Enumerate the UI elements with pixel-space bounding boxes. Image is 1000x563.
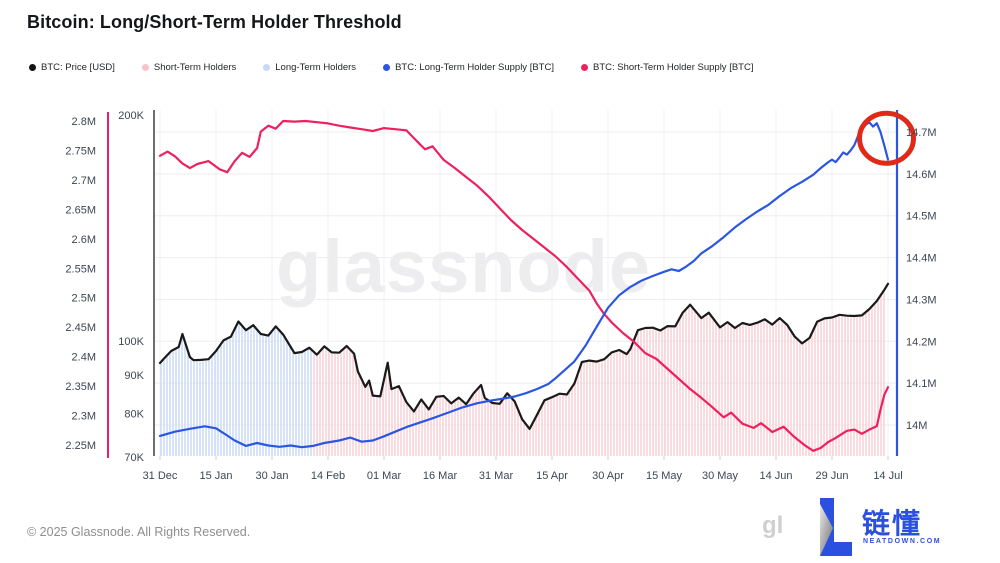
legend-dot <box>580 64 588 71</box>
partial-glassnode-logo-text: gl <box>762 512 784 539</box>
legend-item-label: BTC: Price [USD] <box>41 62 115 73</box>
axis-tick-label: 14 Feb <box>311 470 345 482</box>
series-line-2 <box>158 121 890 449</box>
legend-item-1[interactable]: Short-Term Holders <box>141 62 237 73</box>
axis-tick-label: 2.25M <box>65 440 96 452</box>
page-title: Bitcoin: Long/Short-Term Holder Threshol… <box>27 12 402 32</box>
axis-tick-label: 31 Dec <box>143 470 178 482</box>
axis-tick-label: 14.6M <box>906 169 937 181</box>
axis-tick-label: 30 Jan <box>255 470 288 482</box>
legend-dot <box>29 64 36 71</box>
axis-tick-label: 2.5M <box>72 293 96 305</box>
copyright-text: © 2025 Glassnode. All Rights Reserved. <box>27 525 251 539</box>
legend-item-3[interactable]: BTC: Long-Term Holder Supply [BTC] <box>383 62 554 73</box>
legend-item-0[interactable]: BTC: Price [USD] <box>29 62 115 73</box>
axis-tick-label: 15 May <box>646 470 683 482</box>
axis-tick-label: 2.8M <box>72 116 96 128</box>
axis-tick-label: 01 Mar <box>367 470 402 482</box>
axis-tick-label: 14.1M <box>906 378 937 390</box>
axis-tick-label: 31 Mar <box>479 470 514 482</box>
legend-item-label: BTC: Short-Term Holder Supply [BTC] <box>592 62 754 73</box>
axis-tick-label: 16 Mar <box>423 470 458 482</box>
axis-tick-label: 2.7M <box>72 175 96 187</box>
axis-tick-label: 70K <box>124 452 144 464</box>
axis-tick-label: 30 Apr <box>592 470 624 482</box>
axis-tick-label: 2.55M <box>65 263 96 275</box>
axis-tick-label: 14 Jul <box>873 470 902 482</box>
legend-item-2[interactable]: Long-Term Holders <box>263 62 356 73</box>
legend-dot <box>263 64 271 71</box>
series-line-1 <box>158 119 890 452</box>
axis-tick-label: 90K <box>124 370 144 382</box>
axis-tick-label: 29 Jun <box>815 470 848 482</box>
axis-tick-label: 2.6M <box>72 234 96 246</box>
axis-tick-label: 14.7M <box>906 127 937 139</box>
chart-canvas: 2.8M 2.75M 2.7M 2.65M 2.6M 2.55M 2.5M 2.45M 2.4M… <box>65 110 937 482</box>
glassnode-watermark: glassnode <box>276 225 651 308</box>
axis-tick-label: 2.45M <box>65 322 96 334</box>
legend-item-label: Short-Term Holders <box>153 62 237 73</box>
axis-tick-label: 100K <box>118 336 144 348</box>
legend-dot <box>141 64 149 71</box>
axis-tick-label: 14.5M <box>906 211 937 223</box>
axis-tick-label: 14.4M <box>906 253 937 265</box>
neatdown-logo-subtext: NEATDOWN.COM <box>863 538 942 545</box>
axis-tick-label: 2.75M <box>65 145 96 157</box>
axis-tick-label: 2.3M <box>72 411 96 423</box>
axis-tick-label: 30 May <box>702 470 739 482</box>
legend-item-label: Long-Term Holders <box>275 62 357 73</box>
legend-item-label: BTC: Long-Term Holder Supply [BTC] <box>395 62 554 73</box>
axis-tick-label: 2.65M <box>65 204 96 216</box>
axis-tick-label: 15 Jan <box>199 470 232 482</box>
legend: BTC: Price [USD] Short-Term Holders Long-T… <box>29 62 753 73</box>
axis-tick-label: 2.35M <box>65 381 96 393</box>
series-line-0 <box>158 282 890 430</box>
axis-tick-label: 14 Jun <box>759 470 792 482</box>
axis-tick-label: 2.4M <box>72 352 96 364</box>
axis-tick-label: 15 Apr <box>536 470 568 482</box>
legend-item-4[interactable]: BTC: Short-Term Holder Supply [BTC] <box>580 62 754 73</box>
legend-dot <box>383 64 391 71</box>
axis-tick-label: 14.3M <box>906 294 937 306</box>
axis-tick-label: 14.2M <box>906 336 937 348</box>
neatdown-logo[interactable]: gl 链懂 NEATDOWN.COM <box>762 498 952 560</box>
axis-tick-label: 200K <box>118 110 144 122</box>
neatdown-logo-icon <box>820 498 852 556</box>
highlight-circle-annotation <box>857 110 917 166</box>
axis-tick-label: 14M <box>906 420 927 432</box>
axis-tick-label: 80K <box>124 408 144 420</box>
neatdown-logo-cn-text: 链懂 <box>862 508 923 539</box>
